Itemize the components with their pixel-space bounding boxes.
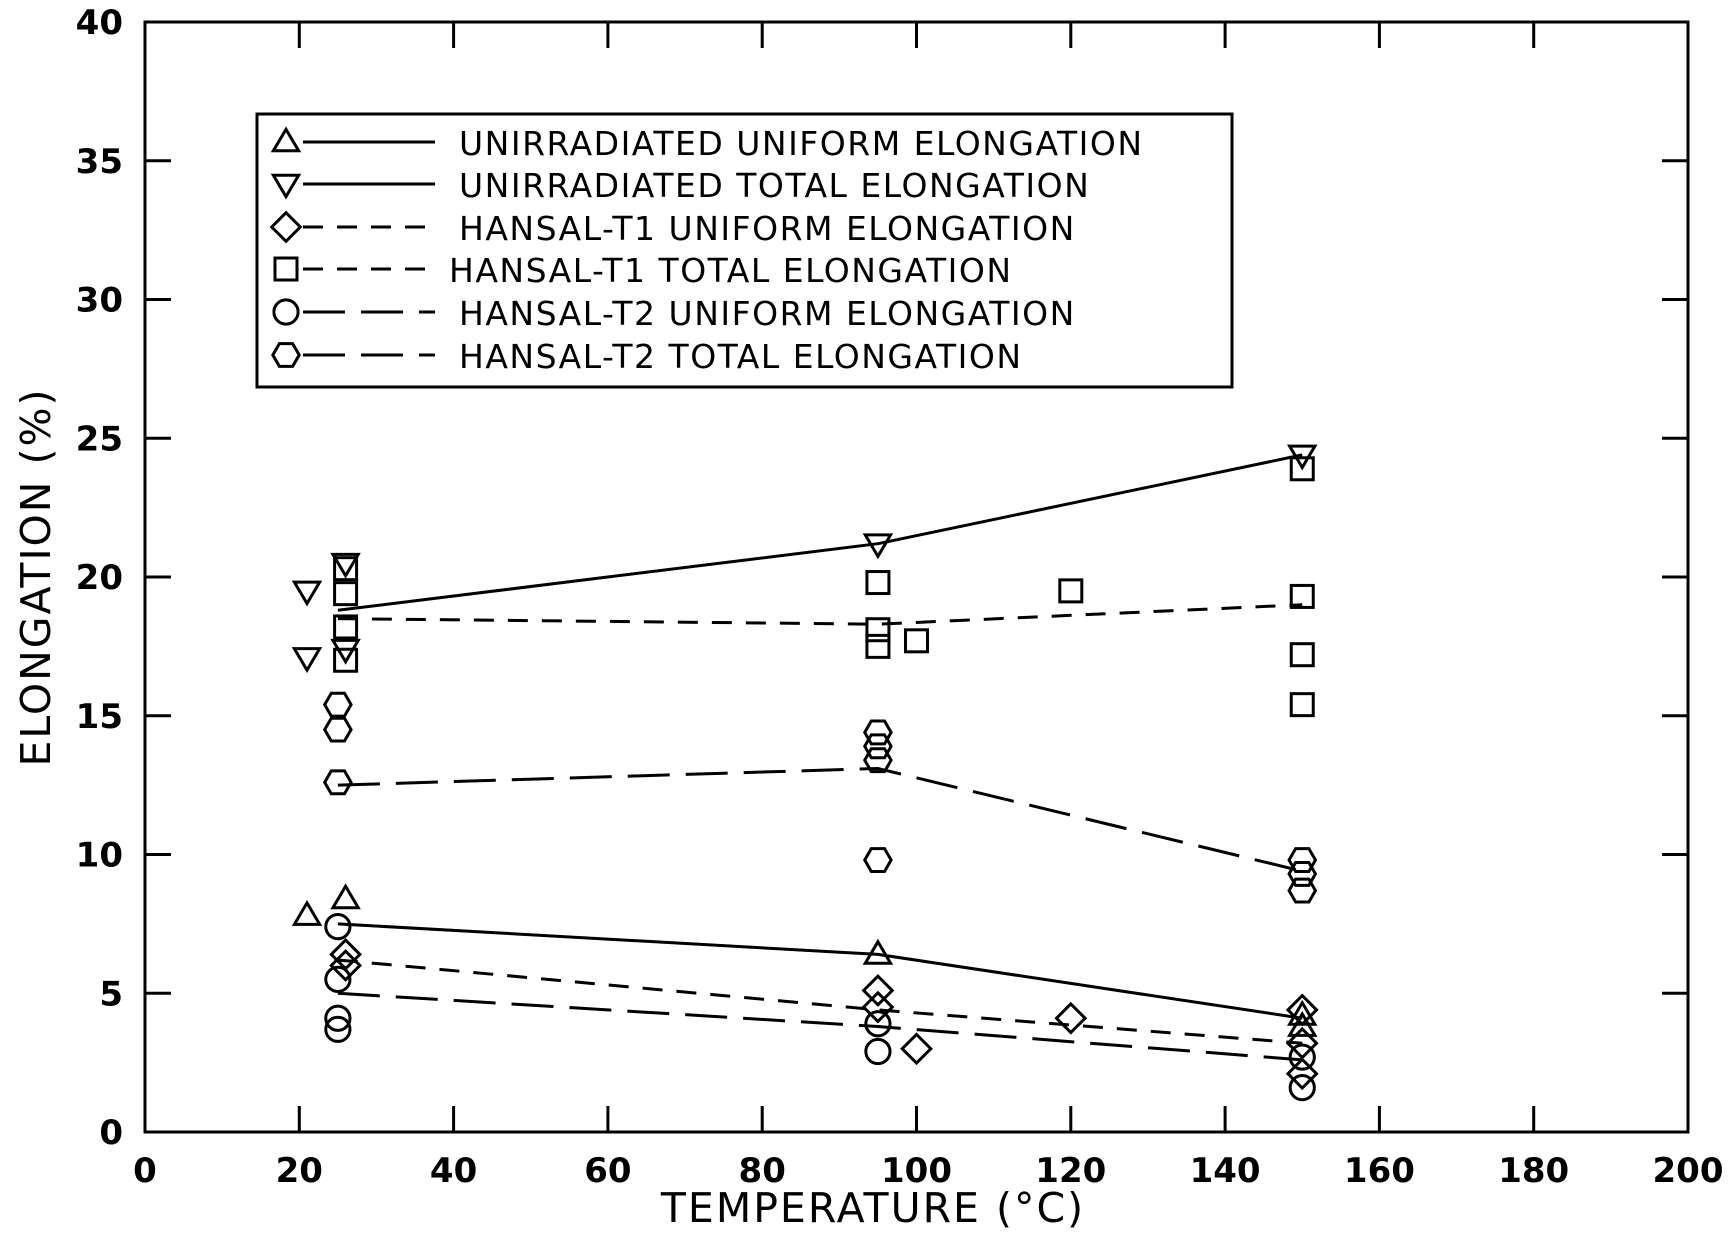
data-point-square	[333, 614, 359, 640]
data-point-triangle-up	[1286, 1010, 1318, 1037]
legend-box	[255, 112, 1234, 389]
x-tick-label: 80	[739, 1151, 786, 1191]
axis-ticks	[145, 22, 1688, 1132]
data-point-hexagon	[862, 719, 893, 746]
legend-label: HANSAL-T1 TOTAL ELONGATION	[449, 251, 1013, 290]
x-tick-label: 160	[1344, 1151, 1415, 1191]
data-point-hexagon	[862, 733, 893, 760]
data-point-square	[865, 617, 891, 643]
y-tick-label: 0	[99, 1113, 123, 1153]
x-tick-label: 200	[1653, 1151, 1724, 1191]
data-point-square	[333, 581, 359, 607]
data-point-square	[865, 570, 891, 596]
legend: UNIRRADIATED UNIFORM ELONGATIONUNIRRADIA…	[255, 112, 1234, 389]
data-point-diamond	[861, 990, 895, 1024]
data-point-circle	[1288, 1043, 1316, 1071]
data-point-diamond	[900, 1032, 933, 1066]
data-point-square	[1289, 583, 1315, 609]
y-tick-label: 30	[76, 281, 123, 321]
fit-line-series-6	[337, 766, 1303, 873]
x-tick-label: 20	[276, 1151, 323, 1191]
x-tick-label: 140	[1190, 1151, 1261, 1191]
y-tick-label: 25	[76, 419, 123, 459]
data-point-circle	[324, 965, 352, 993]
data-point-square	[1289, 642, 1315, 668]
y-tick-labels: 0 5 10 15 20 25 30 35 40	[76, 3, 123, 1153]
y-tick-label: 20	[76, 558, 123, 598]
legend-label: HANSAL-T2 UNIFORM ELONGATION	[459, 294, 1076, 333]
fit-lines	[337, 453, 1303, 1062]
data-point-diamond	[329, 937, 363, 971]
data-point-circle	[864, 1010, 892, 1038]
data-point-circle	[324, 1004, 352, 1032]
data-point-triangle-up	[330, 883, 361, 910]
data-point-square	[904, 628, 929, 654]
legend-marker-triangle-up	[270, 126, 302, 153]
data-point-triangle-down	[330, 638, 361, 665]
data-point-square	[1289, 692, 1315, 718]
data-point-hexagon	[1287, 877, 1318, 904]
data-point-hexagon	[1287, 847, 1318, 873]
legend-label: UNIRRADIATED TOTAL ELONGATION	[459, 166, 1090, 205]
data-point-circle	[324, 913, 352, 941]
y-tick-label: 10	[76, 836, 123, 876]
legend-label: UNIRRADIATED UNIFORM ELONGATION	[459, 124, 1144, 163]
fit-line-series-4	[337, 603, 1303, 626]
data-point-hexagon	[862, 747, 893, 774]
y-tick-label: 15	[76, 697, 123, 737]
x-tick-label: 0	[133, 1151, 157, 1191]
data-point-diamond	[1054, 1001, 1088, 1035]
data-point-hexagon	[322, 716, 353, 743]
data-point-triangle-up	[862, 938, 894, 965]
data-point-hexagon	[1287, 860, 1318, 887]
data-point-diamond	[1285, 993, 1319, 1027]
fit-line-series-2	[337, 453, 1303, 612]
data-point-square	[865, 633, 891, 659]
x-tick-label: 60	[584, 1151, 631, 1191]
data-point-square	[333, 647, 359, 673]
data-point-diamond	[1285, 1057, 1319, 1091]
legend-marker-triangle-down	[270, 173, 302, 200]
x-tick-label: 120	[1035, 1151, 1106, 1191]
data-markers	[291, 444, 1319, 1102]
legend-marker-diamond	[269, 210, 303, 244]
x-tick-label: 100	[881, 1151, 952, 1191]
data-point-triangle-down	[862, 533, 894, 560]
data-point-hexagon	[862, 847, 893, 873]
y-tick-label: 35	[76, 142, 123, 182]
data-point-diamond	[329, 949, 363, 982]
y-tick-label: 40	[76, 3, 123, 43]
data-point-triangle-down	[291, 647, 323, 674]
x-tick-label: 180	[1498, 1151, 1569, 1191]
data-point-square	[1058, 578, 1084, 604]
data-point-circle	[864, 1037, 892, 1066]
fit-line-series-3	[337, 958, 1303, 1045]
legend-marker-hexagon	[271, 342, 301, 368]
data-point-triangle-down	[330, 552, 361, 579]
legend-marker-square	[273, 256, 299, 282]
data-point-circle	[1288, 1074, 1316, 1102]
y-tick-label: 5	[99, 974, 123, 1014]
fit-line-series-5	[337, 991, 1303, 1062]
x-tick-labels: 0 20 40 60 80 100 120 140 160 180 200	[133, 1151, 1723, 1191]
legend-label: HANSAL-T1 UNIFORM ELONGATION	[459, 209, 1076, 248]
data-point-triangle-up	[291, 899, 323, 926]
data-point-triangle-down	[291, 580, 323, 607]
x-axis-label: TEMPERATURE (°C)	[660, 1184, 1085, 1232]
legend-label: HANSAL-T2 TOTAL ELONGATION	[459, 337, 1023, 376]
data-point-hexagon	[322, 691, 353, 718]
legend-marker-circle	[272, 298, 300, 326]
y-axis-label: ELONGATION (%)	[12, 388, 60, 767]
fit-line-series-1	[337, 922, 1303, 1020]
data-point-circle	[324, 1015, 352, 1043]
data-point-square	[333, 556, 359, 582]
data-point-diamond	[861, 974, 895, 1007]
data-point-square	[1289, 456, 1315, 482]
x-tick-label: 40	[430, 1151, 477, 1191]
data-point-hexagon	[322, 769, 353, 796]
